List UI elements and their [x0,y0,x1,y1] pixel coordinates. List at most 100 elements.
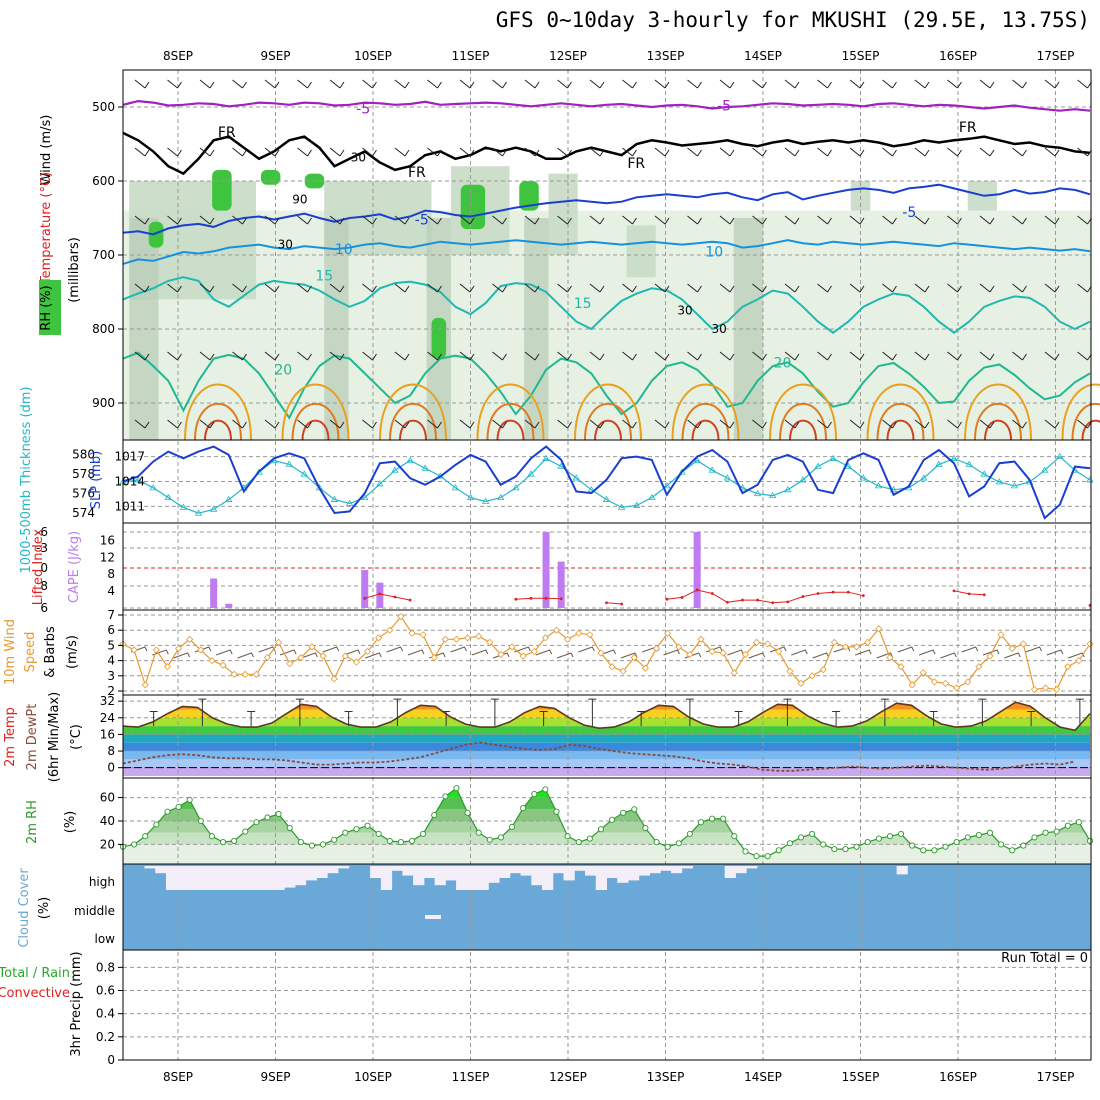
thickness-point [421,464,429,471]
wind-barb [817,79,832,89]
wind-speed-point [263,653,272,662]
rh2m-point [697,819,705,826]
thickness-point [512,484,520,491]
thickness-point [255,468,263,475]
high-cloud-gap [488,866,500,883]
wind-barb [719,79,735,89]
temp-band [123,742,1090,752]
wind-speed-point [597,649,605,657]
lifted-index-point [786,600,790,604]
lifted-index-line [666,589,864,604]
lifted-index-point [378,592,382,596]
wind-barb [329,79,345,89]
warm-isotherm [789,419,817,441]
wind-barb [752,147,767,157]
rh-shade-band [548,173,578,255]
thickness-point [844,462,852,469]
rh2m-point [1020,842,1027,849]
high-cloud-gap [187,866,199,890]
wind-barb [329,147,345,157]
wind-barb [1012,283,1027,293]
wind-barb [654,419,670,429]
contour-label: -5 [415,212,429,228]
wind-speed-point [697,635,705,643]
wind-barb [817,283,832,293]
wind-10m-barb [812,652,830,659]
bottom-day-label: 17SEP [1037,1070,1075,1084]
wind-barb [1044,147,1060,157]
wind-speed-point [841,643,850,651]
rh2m-point [820,841,827,848]
wind-barb [329,419,345,429]
rh2m-point [775,847,782,854]
rh-shade-band [626,225,656,278]
wind-barb [719,351,735,361]
high-cloud-gap [155,866,167,874]
wind-barb [134,147,150,157]
precip-conv-label: Convective [0,986,70,1001]
temp-minmax-whisker [247,711,256,727]
rh-high-patch [431,317,447,359]
wind-barb [329,351,345,361]
temp-tick-label: 8 [107,744,115,758]
wind-barb [914,351,930,361]
temp-minmax-whisker [783,698,792,727]
thickness-point [965,460,973,467]
lifted-index-point [529,596,533,600]
rh2m-point [364,822,371,829]
cape-tick-label: 8 [107,567,115,581]
high-cloud-gap [520,866,532,876]
wind-barb [914,283,930,293]
lifted-index-point [559,597,563,601]
lifted-index-point [801,595,805,598]
wind-barb [914,419,930,429]
rh-high-patch [260,169,281,185]
wind-barb [1012,419,1027,429]
sounding-rh-label: RH (%) [39,285,54,330]
wind-speed-point [341,652,349,660]
wind-barb [914,79,930,89]
rh2m-point [520,805,527,812]
lifted-index-point [665,597,669,601]
wind-barb [979,147,995,157]
wind-10m-barb [535,649,553,656]
temp-tick-label: 32 [100,694,115,708]
wind-speed-point [997,631,1005,639]
wind-speed-point [197,646,205,654]
rh2m-point [208,833,215,840]
rh2m-point [353,826,360,833]
thickness-tick-label: 576 [72,487,95,501]
rh2m-point [753,853,760,860]
wind-barb [524,147,540,157]
wind-10m-barb [386,646,404,653]
rh2m-point [909,842,916,849]
rh2m-point [153,821,160,828]
rh-high-patch [212,169,232,211]
high-cloud-gap [337,866,350,869]
rh-contour-label: 30 [711,322,726,336]
wind-tick-label: 6 [107,623,115,637]
wind-speed-point [908,681,916,689]
wind-10m-barb [727,649,744,656]
rh2m-point [853,843,860,850]
rh2m-point [975,832,982,839]
warm-isotherm [1081,419,1100,441]
top-day-label: 17SEP [1037,49,1075,63]
wind-barb [654,79,670,89]
cape-tick-label: 16 [100,533,115,547]
thickness-point [406,456,414,463]
wind-10m-barb [620,652,638,659]
lifted-index-point [725,600,729,604]
thickness-tick-label: 574 [72,506,95,520]
rh2m-point [1053,828,1060,835]
cloud-level-label: high [89,875,115,889]
high-cloud-gap [670,866,683,874]
high-cloud-gap [649,866,661,874]
wind-speed-point [141,681,149,689]
lifted-index-point [831,590,835,594]
high-cloud-gap [724,866,736,878]
wind-barb [589,215,605,225]
wind-barb [947,283,962,293]
warm-isotherm [866,383,935,441]
sounding-temp-label: Temperature (°C) [39,172,54,285]
